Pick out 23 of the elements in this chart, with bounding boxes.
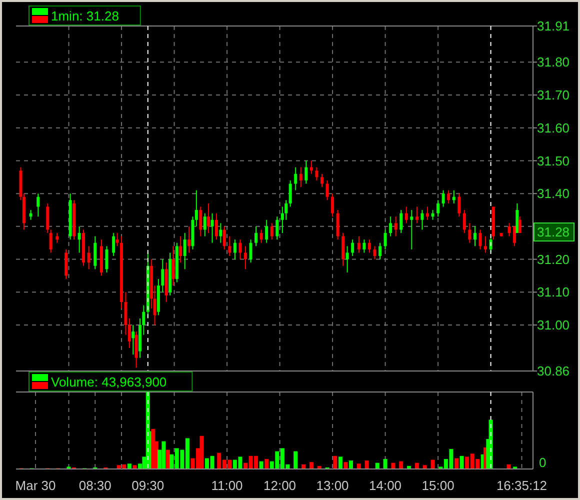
x-tick-label: 11:00 [211,478,243,493]
y-tick-label: 31.20 [537,252,570,267]
y-tick-label: 31.91 [537,18,570,34]
x-tick-label: 15:00 [422,478,454,493]
x-tick-label: 09:30 [132,478,164,493]
legend-label: Volume: 43,963,900 [51,374,167,390]
y-tick-label: 31.70 [537,88,570,103]
text: 31.28 [537,224,570,240]
y-tick-label: 30.86 [537,364,570,379]
y-tick-label: 31.80 [537,54,570,70]
legend-label: 1min: 31.28 [51,8,119,24]
y-tick-label: 31.10 [537,284,570,300]
x-tick-label: 13:00 [316,478,349,493]
y-tick-label: 31.50 [537,153,570,168]
y-tick-label: 31.40 [537,186,570,202]
x-tick-label: 12:00 [264,478,296,493]
x-tick-label: 14:00 [369,478,402,493]
y-tick-label: 31.00 [537,318,570,333]
x-tick-label: 08:30 [78,478,112,493]
x-tick-label: Mar 30 [15,478,56,493]
text: 0 [539,455,546,470]
y-tick-label: 31.60 [537,120,570,136]
x-tick-label: 16:35:12 [496,478,548,493]
